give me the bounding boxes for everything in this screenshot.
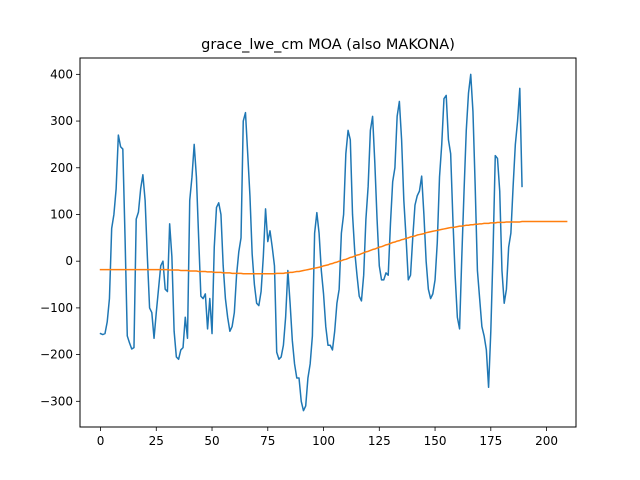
y-tick-label: −100 [40,301,73,315]
axes-layer: 0 25 50 75 100 125 150 175 200 −300 −200 −100 0 100 20… [40,67,558,448]
x-tick-label: 100 [312,434,335,448]
x-tick-label: 200 [535,434,558,448]
x-tick-label: 50 [204,434,219,448]
y-tick-label: 300 [50,114,73,128]
y-tick-label: 100 [50,207,73,221]
x-tick-label: 125 [368,434,391,448]
y-tick-label: −300 [40,394,73,408]
y-tick-label: −200 [40,348,73,362]
x-tick-label: 175 [479,434,502,448]
series-layer [99,73,568,412]
series-line-1 [99,73,523,412]
chart-title: grace_lwe_cm MOA (also MAKONA) [201,37,455,53]
x-tick-label: 75 [260,434,275,448]
x-tick-label: 25 [149,434,164,448]
x-tick-label: 150 [424,434,447,448]
y-tick-label: 200 [50,161,73,175]
y-tick-label: 400 [50,67,73,81]
y-tick-label: 0 [65,254,73,268]
plot-frame [79,57,577,428]
series-line-2 [99,220,568,275]
x-tick-label: 0 [97,434,105,448]
